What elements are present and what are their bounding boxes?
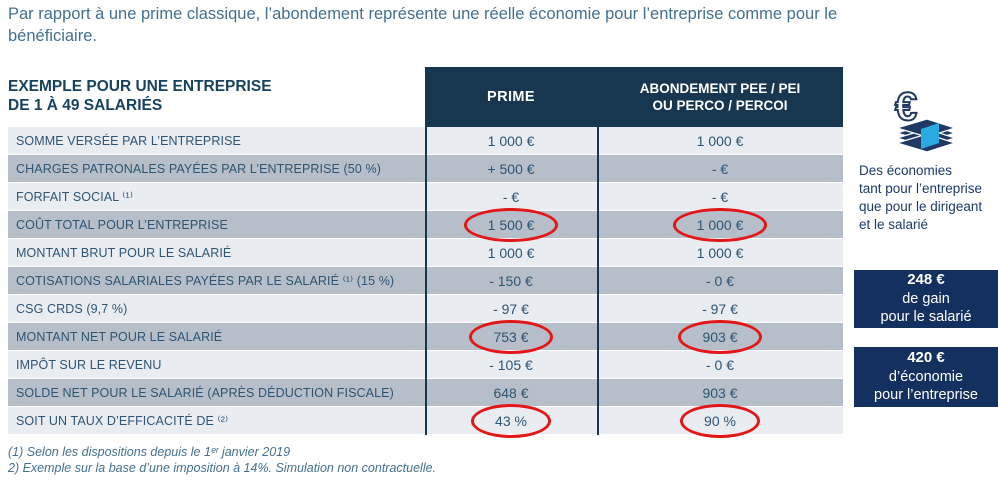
table-title-line2: DE 1 À 49 SALARIÉS: [8, 97, 163, 114]
column-header-prime: PRIME: [425, 67, 597, 127]
sidebar-caption: Des économies tant pour l’entreprise que…: [859, 162, 982, 234]
highlight-label: de gain: [902, 290, 950, 307]
sidebar-caption-line1: Des économies: [859, 163, 953, 178]
row-label: FORFAIT SOCIAL ⁽¹⁾: [16, 190, 133, 204]
row-label: SOIT UN TAUX D’EFFICACITÉ DE ⁽²⁾: [16, 414, 229, 428]
footnote-2: 2) Exemple sur la base d’une imposition …: [8, 461, 437, 475]
sidebar-caption-line3: que pour le dirigeant: [859, 199, 983, 214]
column-divider: [425, 127, 427, 435]
row-label: COTISATIONS SALARIALES PAYÉES PAR LE SAL…: [16, 274, 395, 288]
prime-value-cell: 648 €: [425, 379, 597, 406]
svg-text:€: €: [895, 85, 917, 129]
abondement-value-cell: 1 000 €: [597, 207, 843, 242]
row-label: MONTANT NET POUR LE SALARIÉ: [16, 329, 223, 344]
abondement-value-cell: - 97 €: [597, 295, 843, 322]
value: 1 000 €: [487, 132, 535, 149]
value: + 500 €: [487, 160, 535, 177]
abondement-value-cell: 903 €: [597, 319, 843, 354]
prime-value-cell: 753 €: [425, 319, 597, 354]
highlight-box-entreprise: 420 € d’économie pour l’entreprise: [854, 347, 998, 407]
sidebar-caption-line2: tant pour l’entreprise: [859, 181, 983, 196]
circled-value: 1 000 €: [672, 207, 767, 242]
comparison-table: EXEMPLE POUR UNE ENTREPRISE DE 1 À 49 SA…: [8, 67, 843, 438]
prime-value-cell: 1 000 €: [425, 127, 597, 154]
circled-value: 1 500 €: [463, 207, 558, 242]
circled-value: 753 €: [469, 319, 553, 354]
prime-value-cell: - 105 €: [425, 351, 597, 378]
footnote-1: (1) Selon les dispositions depuis le 1ᵉʳ…: [8, 445, 291, 459]
value: - 0 €: [705, 272, 734, 289]
column-header-abondement-line1: ABONDEMENT PEE / PEI: [639, 81, 801, 96]
prime-value-cell: - 97 €: [425, 295, 597, 322]
row-label: IMPÔT SUR LE REVENU: [16, 357, 162, 372]
prime-value-cell: 43 %: [425, 403, 597, 438]
value: - 97 €: [702, 300, 738, 317]
table-title: EXEMPLE POUR UNE ENTREPRISE DE 1 À 49 SA…: [8, 67, 425, 127]
row-label: SOLDE NET POUR LE SALARIÉ (APRÈS DÉDUCTI…: [16, 385, 394, 400]
row-label: SOMME VERSÉE PAR L’ENTREPRISE: [16, 133, 241, 148]
abondement-value-cell: 90 %: [597, 403, 843, 438]
value: - 150 €: [489, 272, 533, 289]
abondement-value-cell: - €: [597, 183, 843, 210]
row-label: COÛT TOTAL POUR L’ENTREPRISE: [16, 217, 228, 232]
circled-value: 43 %: [471, 403, 551, 438]
value: 903 €: [702, 384, 738, 401]
footnotes: (1) Selon les dispositions depuis le 1ᵉʳ…: [8, 444, 436, 476]
row-label: CSG CRDS (9,7 %): [16, 301, 128, 316]
value: - 105 €: [489, 356, 533, 373]
circled-value: 903 €: [678, 319, 762, 354]
column-header-abondement-line2: OU PERCO / PERCOI: [652, 98, 788, 113]
prime-value-cell: 1 500 €: [425, 207, 597, 242]
value: - 0 €: [705, 356, 734, 373]
value: - €: [711, 188, 729, 205]
value: 648 €: [493, 384, 529, 401]
sidebar-caption-line4: et le salarié: [859, 217, 929, 232]
highlight-label: pour le salarié: [880, 309, 972, 326]
value: - €: [711, 160, 729, 177]
table-title-line1: EXEMPLE POUR UNE ENTREPRISE: [8, 78, 272, 95]
abondement-value-cell: 1 000 €: [597, 239, 843, 266]
highlight-label: d’économie: [888, 368, 964, 385]
table-body: SOMME VERSÉE PAR L’ENTREPRISE 1 000 € 1 00…: [8, 127, 843, 438]
abondement-value-cell: - €: [597, 155, 843, 182]
highlight-value: 420 €: [907, 349, 945, 367]
circled-value: 90 %: [680, 403, 760, 438]
prime-value-cell: - 150 €: [425, 267, 597, 294]
highlight-box-salarie: 248 € de gain pour le salarié: [854, 270, 998, 328]
table-header: EXEMPLE POUR UNE ENTREPRISE DE 1 À 49 SA…: [8, 67, 843, 127]
highlight-value: 248 €: [907, 271, 945, 289]
row-label: MONTANT BRUT POUR LE SALARIÉ: [16, 245, 232, 260]
prime-value-cell: - €: [425, 183, 597, 210]
value: 1 000 €: [696, 132, 744, 149]
abondement-value-cell: - 0 €: [597, 351, 843, 378]
prime-value-cell: 1 000 €: [425, 239, 597, 266]
abondement-value-cell: - 0 €: [597, 267, 843, 294]
abondement-value-cell: 903 €: [597, 379, 843, 406]
value: - €: [502, 188, 520, 205]
value: 1 000 €: [696, 244, 744, 261]
prime-value-cell: + 500 €: [425, 155, 597, 182]
highlight-label: pour l’entreprise: [874, 387, 978, 404]
value: 1 000 €: [487, 244, 535, 261]
row-label: CHARGES PATRONALES PAYÉES PAR L’ENTREPRI…: [16, 161, 381, 176]
intro-paragraph: Par rapport à une prime classique, l’abo…: [8, 5, 838, 45]
value: - 97 €: [493, 300, 529, 317]
column-header-abondement: ABONDEMENT PEE / PEI OU PERCO / PERCOI: [597, 67, 843, 127]
abondement-value-cell: 1 000 €: [597, 127, 843, 154]
column-divider: [597, 127, 599, 435]
euro-banknotes-icon: €: [894, 84, 957, 153]
